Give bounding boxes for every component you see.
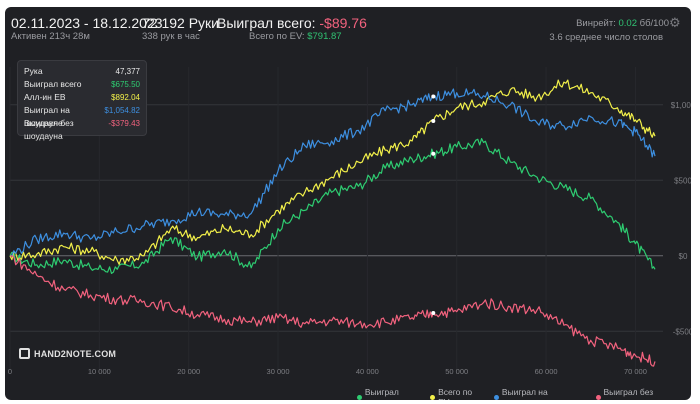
chart-legend: Выиграл всего Всего по EV Выиграл на шоу… [357,387,691,400]
tooltip-row: Выиграл без шоудауна -$379.43 [24,117,140,141]
y-tick-label: $1,000 [671,101,691,110]
tooltip-label: Рука [24,66,43,76]
logo-icon [19,348,30,359]
ev-total-label: Всего по EV: [249,31,305,42]
winrate-label: Винрейт: [576,18,616,29]
ev-total-summary: Всего по EV: $791.87 [249,31,342,42]
legend-item[interactable]: Всего по EV [430,387,484,400]
tooltip-value: 47,377 [115,67,140,76]
series-line [9,79,656,265]
tooltip-row: Рука 47,377 [24,65,140,78]
won-total-summary: Выиграл всего: -$89.76 [217,15,367,31]
brand-logo: HAND2NOTE.COM [19,348,116,359]
date-range: 02.11.2023 - 18.12.2023 [11,15,163,31]
tooltip-row: Выиграл на шоудауне $1,054.82 [24,104,140,128]
legend-label: Выиграл всего [364,387,399,400]
legend-dot [595,394,601,400]
legend-item[interactable]: Выиграл без шоудауна [595,387,691,400]
series-line [9,255,656,367]
logo-text: HAND2NOTE.COM [34,348,117,359]
tooltip-value: $675.50 [111,80,140,89]
series-line [9,138,656,274]
won-total-label: Выиграл всего: [217,15,316,31]
tooltip-label: Выиграл на шоудауне [24,105,70,128]
x-tick-label: 30 000 [267,367,290,376]
x-tick-label: 60 000 [535,367,558,376]
y-tick-label: -$500 [673,327,691,336]
tooltip-row: Выиграл всего $675.50 [24,78,140,91]
legend-label: Всего по EV [438,387,473,400]
tooltip-label: Выиграл всего [24,79,82,89]
won-total-value: -$89.76 [319,15,367,31]
tooltip-value: $1,054.82 [104,106,140,115]
tooltip-value: $892.04 [111,93,140,102]
legend-item[interactable]: Выиграл всего [357,387,420,400]
winrate: Винрейт: 0.02 бб/100 [576,18,669,29]
ev-total-value: $791.87 [307,31,342,42]
legend-dot [430,394,436,400]
active-time: Активен 213ч 28м [11,31,90,42]
hover-point [431,119,436,124]
x-tick-label: 40 000 [356,367,379,376]
tooltip-value: -$379.43 [108,119,140,128]
hover-point [431,151,436,156]
tooltip-row: Алл-ин EB $892.04 [24,91,140,104]
chart-canvas[interactable]: $1,000 $500 $0 -$500 0 10 000 20 000 30 000 40 0… [5,7,691,400]
chart-panel: $1,000 $500 $0 -$500 0 10 000 20 000 30 000 40 0… [5,7,691,400]
tooltip-label: Выиграл без шоудауна [24,118,74,141]
hands-per-hour: 338 рук в час [142,31,200,42]
series-line [9,88,656,257]
hover-tooltip: Рука 47,377 Выиграл всего $675.50 Алл-ин E… [17,60,147,141]
winrate-value: 0.02 [618,18,637,29]
x-tick-label: 10 000 [88,367,111,376]
tooltip-label: Алл-ин EB [24,92,66,102]
x-tick-label: 50 000 [445,367,468,376]
x-tick-label: 0 [8,367,12,376]
y-tick-label: $500 [674,176,691,185]
legend-dot [357,394,362,400]
x-tick-label: 20 000 [177,367,200,376]
legend-label: Выиграл на шоудауне [501,387,548,400]
gear-icon[interactable]: ⚙ [669,15,681,30]
winrate-unit: бб/100 [639,18,669,29]
legend-item[interactable]: Выиграл на шоудауне [494,387,586,400]
legend-dot [494,394,499,400]
x-tick-label: 70 000 [624,367,647,376]
hands-title: 72 192 Руки [142,15,219,31]
hover-point [431,94,436,99]
legend-label: Выиграл без шоудауна [603,387,654,400]
hover-point [431,311,436,316]
avg-tables: 3.6 среднее число столов [549,32,663,43]
y-tick-label: $0 [679,252,688,261]
